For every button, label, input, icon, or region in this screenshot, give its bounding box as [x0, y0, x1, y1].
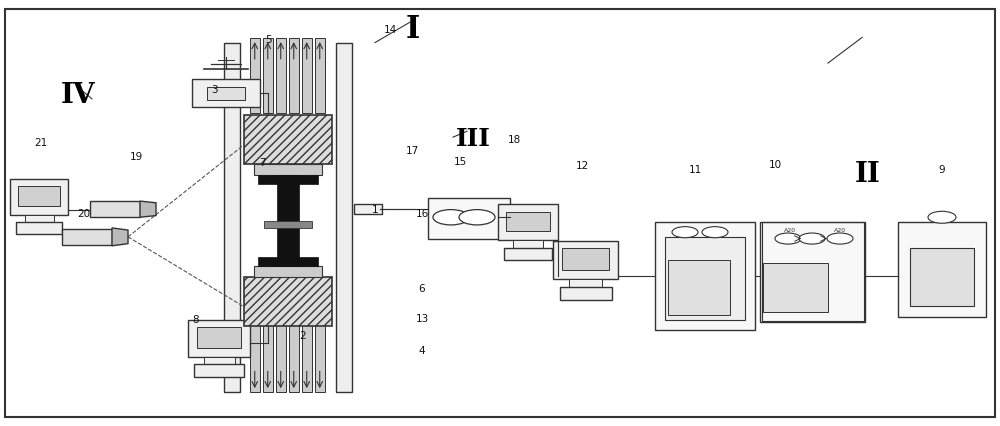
Bar — [62, 229, 112, 245]
Polygon shape — [112, 228, 128, 246]
Text: 4: 4 — [419, 346, 425, 357]
Bar — [277, 175, 299, 266]
Bar — [763, 263, 828, 312]
Bar — [10, 179, 68, 215]
Text: 21: 21 — [34, 138, 48, 148]
Text: 6: 6 — [419, 284, 425, 294]
Bar — [18, 186, 60, 206]
Bar — [90, 201, 140, 217]
Text: 15: 15 — [453, 157, 467, 167]
Bar — [250, 38, 260, 113]
Bar — [289, 317, 298, 392]
Bar — [250, 317, 260, 392]
Text: 12: 12 — [575, 161, 589, 171]
Circle shape — [433, 210, 469, 225]
Bar — [188, 320, 250, 357]
Bar — [258, 257, 318, 266]
Text: 16: 16 — [415, 209, 429, 219]
Circle shape — [672, 227, 698, 238]
Bar — [204, 357, 234, 366]
Text: 1: 1 — [372, 204, 378, 215]
Text: 7: 7 — [259, 158, 265, 168]
Bar — [276, 317, 286, 392]
Bar — [315, 38, 324, 113]
Bar — [264, 221, 312, 228]
Text: A20: A20 — [834, 228, 846, 233]
Bar — [244, 277, 332, 326]
Text: 19: 19 — [129, 152, 143, 162]
Bar — [898, 222, 986, 317]
Bar — [289, 38, 298, 113]
Bar — [668, 260, 730, 315]
Bar — [513, 240, 543, 249]
Text: I: I — [406, 14, 420, 45]
Text: 8: 8 — [193, 315, 199, 325]
Text: 5: 5 — [265, 35, 271, 46]
Bar — [415, 136, 593, 298]
Bar — [244, 115, 332, 164]
Text: IV: IV — [61, 82, 95, 109]
Bar — [192, 79, 260, 106]
Bar — [910, 248, 974, 306]
Text: 17: 17 — [405, 146, 419, 156]
Bar — [655, 222, 755, 330]
Bar — [263, 38, 272, 113]
Text: 9: 9 — [939, 164, 945, 175]
Text: 3: 3 — [211, 85, 217, 95]
Bar — [760, 222, 865, 322]
Bar — [354, 204, 382, 214]
Bar — [302, 38, 312, 113]
Bar — [315, 317, 324, 392]
Circle shape — [799, 233, 825, 244]
Text: 2: 2 — [300, 331, 306, 341]
Text: II: II — [855, 161, 881, 188]
Text: 20: 20 — [77, 209, 91, 219]
Text: A20: A20 — [784, 228, 796, 233]
Bar — [194, 364, 244, 377]
Circle shape — [459, 210, 495, 225]
Bar — [498, 204, 558, 240]
Bar — [6, 98, 174, 268]
Bar — [254, 266, 322, 277]
Bar — [665, 237, 745, 320]
Bar — [263, 317, 272, 392]
Circle shape — [775, 233, 801, 244]
Circle shape — [702, 227, 728, 238]
Polygon shape — [128, 145, 244, 307]
Bar — [562, 248, 609, 270]
Bar — [16, 222, 62, 234]
Bar — [207, 87, 245, 100]
Bar — [569, 279, 602, 288]
Text: 14: 14 — [383, 25, 397, 35]
Bar — [553, 241, 618, 279]
Text: 18: 18 — [507, 135, 521, 145]
Bar — [24, 215, 54, 223]
Bar — [276, 38, 286, 113]
Bar — [197, 327, 241, 348]
Text: III: III — [456, 127, 490, 151]
Bar — [506, 212, 550, 231]
Polygon shape — [140, 201, 156, 217]
Bar — [762, 222, 864, 321]
Circle shape — [928, 211, 956, 223]
Bar — [504, 248, 552, 260]
Bar — [258, 175, 318, 184]
Bar — [224, 43, 240, 392]
Bar — [302, 317, 312, 392]
Text: 11: 11 — [688, 164, 702, 175]
Bar — [428, 198, 510, 239]
Text: 13: 13 — [415, 314, 429, 324]
Bar — [336, 43, 352, 392]
Bar — [560, 287, 612, 300]
Text: 10: 10 — [768, 160, 782, 170]
Bar — [548, 72, 985, 362]
Bar — [254, 164, 322, 175]
Bar — [170, 21, 432, 405]
Circle shape — [827, 233, 853, 244]
